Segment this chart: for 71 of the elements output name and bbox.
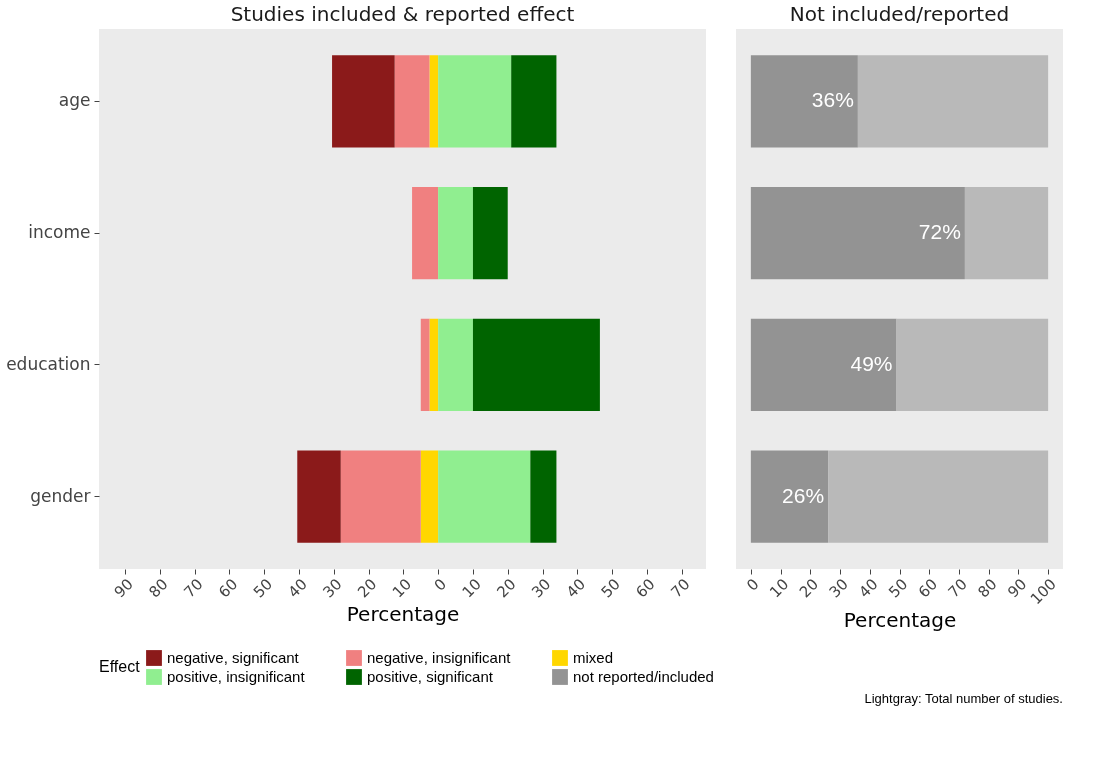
bar [964,187,1049,280]
bar [750,450,829,543]
bar [297,450,341,543]
legend-title: Effect [99,658,141,675]
bar [438,450,531,543]
y-tick-label: income [28,222,91,243]
bar [472,318,600,411]
x-tick-label: 10 [766,575,793,602]
y-tick-label: gender [30,485,91,506]
bar [429,318,439,411]
y-tick-label: education [6,353,91,374]
x-tick-label: 30 [319,575,346,602]
x-tick-label: 40 [284,575,311,602]
x-tick-label: 70 [180,575,207,602]
x-tick-label: 60 [914,575,942,602]
x-tick-label: 30 [528,575,555,602]
legend-label: negative, insignificant [367,649,512,666]
x-axis-title: Percentage [346,601,460,626]
x-tick-label: 80 [974,575,1001,602]
chart-title: Studies included & reported effect [230,2,575,26]
bar [750,187,965,280]
legend-label: not reported/included [573,668,714,685]
bar [750,318,897,411]
bar [472,187,508,280]
bar [750,55,858,148]
x-tick-label: 70 [944,575,971,602]
x-axis-title: Percentage [843,608,957,633]
x-tick-label: 90 [110,575,137,602]
x-tick-label: 80 [145,575,172,602]
bar [438,187,473,280]
legend-label: positive, insignificant [167,668,306,685]
bar [438,318,473,411]
bar [896,318,1049,411]
bar [429,55,439,148]
bar [340,450,421,543]
data-label: 72% [918,220,961,244]
legend-label: positive, significant [367,668,494,685]
x-tick-label: 20 [493,575,520,602]
legend-label: negative, significant [167,649,300,666]
bar [420,450,439,543]
legend-label: mixed [573,649,614,666]
bar [438,55,512,148]
x-tick-label: 0 [430,575,450,595]
bar [530,450,557,543]
x-tick-label: 50 [249,575,277,602]
bar [828,450,1049,543]
x-tick-label: 60 [632,575,659,602]
bar [332,55,395,148]
x-tick-label: 30 [825,575,852,602]
x-tick-label: 60 [215,575,242,602]
x-tick-label: 20 [354,575,381,602]
bar [394,55,430,148]
x-tick-label: 50 [597,575,624,602]
x-tick-label: 40 [562,575,590,602]
x-tick-label: 70 [667,575,694,602]
x-tick-label: 40 [855,575,882,602]
x-tick-label: 10 [458,575,485,602]
bar [511,55,557,148]
bar [412,187,439,280]
bar [420,318,430,411]
y-tick-label: age [58,90,91,111]
chart-title: Not included/reported [789,2,1010,26]
bar [857,55,1049,148]
x-tick-label: 0 [743,575,763,595]
x-tick-label: 20 [795,575,823,602]
data-label: 49% [850,351,893,375]
x-tick-label: 10 [388,575,416,602]
text: Lightgray: Total number of studies. [864,691,1063,706]
x-tick-label: 50 [885,575,912,602]
data-label: 36% [811,88,854,112]
data-label: 26% [782,483,825,507]
